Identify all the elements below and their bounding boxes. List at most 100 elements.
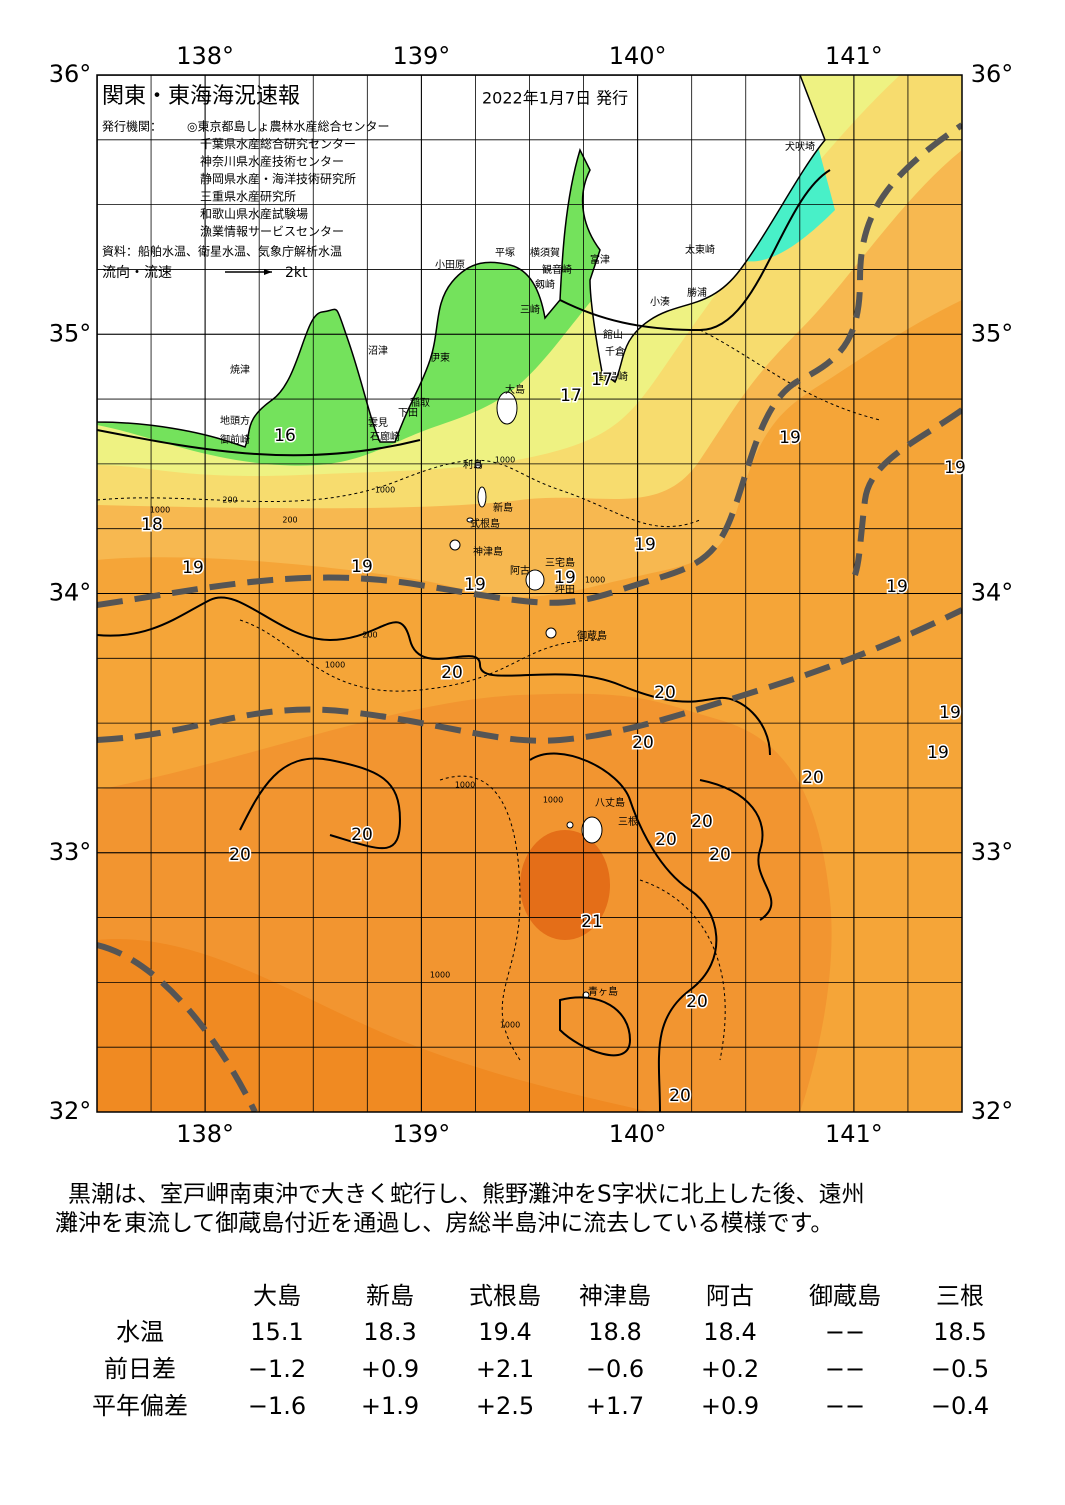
table-cell: +0.9 <box>701 1392 759 1420</box>
isotherm-label: 19 <box>886 577 908 597</box>
lat-tick-label: 32° <box>49 1097 92 1125</box>
place-name: 稲取 <box>410 397 430 409</box>
table-cell: 18.5 <box>933 1318 986 1346</box>
depth-label: 1000 <box>150 506 170 515</box>
depth-label: 200 <box>282 516 297 525</box>
isotherm-label: 20 <box>229 845 251 865</box>
sea-warmest <box>520 830 610 940</box>
legend-label: 流向・流速 <box>102 265 172 281</box>
depth-label: 1000 <box>375 486 395 495</box>
place-name: 阿古 <box>510 564 530 577</box>
islands <box>449 391 603 999</box>
lon-tick-label: 139° <box>392 42 450 70</box>
place-name: 伊東 <box>430 351 450 364</box>
place-name: 観音崎 <box>542 263 572 276</box>
issuer: ◎東京都島しょ農林水産総合センター <box>187 119 389 134</box>
lon-tick-label: 141° <box>825 42 883 70</box>
issuer: 三重県水産研究所 <box>200 189 296 204</box>
lon-tick-label: 138° <box>176 1120 234 1148</box>
isotherm-label: 19 <box>634 535 656 555</box>
lat-tick-label: 36° <box>49 60 92 88</box>
issuer-label: 発行機関： <box>102 119 162 134</box>
table-cell: −0.5 <box>931 1355 989 1383</box>
table-cell: −− <box>825 1392 865 1420</box>
lat-tick-label: 36° <box>971 60 1014 88</box>
place-name: 三根 <box>618 815 638 828</box>
place-name: 御前崎 <box>220 433 250 446</box>
place-name: 剱崎 <box>535 278 555 291</box>
lat-tick-label: 35° <box>49 319 92 347</box>
isotherm-label: 20 <box>691 812 713 832</box>
place-name: 小田原 <box>435 259 465 271</box>
lon-tick-label: 138° <box>176 42 234 70</box>
summary-line: 灘沖を東流して御蔵島付近を通過し、房総半島沖に流去している模様です。 <box>55 1211 833 1237</box>
issuer: 神奈川県水産技術センター <box>200 154 344 169</box>
place-name: 三崎 <box>520 303 540 316</box>
table-cell: −1.2 <box>248 1355 306 1383</box>
lat-tick-label: 35° <box>971 319 1014 347</box>
lat-tick-label: 33° <box>49 838 92 866</box>
table-header: 三根 <box>936 1282 984 1310</box>
isotherm-label: 19 <box>182 558 204 578</box>
place-name: 下田 <box>398 408 418 419</box>
depth-label: 200 <box>222 496 237 505</box>
isotherm-label: 20 <box>669 1086 691 1106</box>
isotherm-label: 20 <box>441 663 463 683</box>
table-cell: 18.3 <box>363 1318 416 1346</box>
table-cell: +1.9 <box>361 1392 419 1420</box>
isotherm-label: 17 <box>560 386 582 406</box>
isotherm-label: 16 <box>274 426 296 446</box>
isotherm-label: 20 <box>632 733 654 753</box>
place-name: 石廊崎 <box>370 430 400 443</box>
isotherm-label: 20 <box>709 845 731 865</box>
place-name: 青ヶ島 <box>588 985 618 998</box>
depth-label: 1000 <box>325 661 345 670</box>
place-name: 沼津 <box>368 344 388 357</box>
place-name: 大島 <box>505 383 525 396</box>
place-name: 横須賀 <box>530 246 560 259</box>
table-cell: +0.2 <box>701 1355 759 1383</box>
table-cell: +0.9 <box>361 1355 419 1383</box>
place-name: 雲見 <box>368 417 388 429</box>
lon-tick-label: 139° <box>392 1120 450 1148</box>
place-name: 太東崎 <box>685 243 715 256</box>
map-frame <box>96 74 963 1113</box>
place-name: 焼津 <box>230 364 250 376</box>
depth-label: 1000 <box>585 576 605 585</box>
legend-arrow-head <box>264 269 272 275</box>
place-name: 館山 <box>603 328 623 341</box>
issuer: 漁業情報サービスセンター <box>200 225 344 239</box>
place-name: 小湊 <box>650 295 670 308</box>
issuer: 和歌山県水産試験場 <box>200 206 308 221</box>
table-cell: −− <box>825 1355 865 1383</box>
place-name: 神津島 <box>473 545 503 558</box>
map-title: 関東・東海海況速報 <box>102 84 300 109</box>
isotherm-label: 19 <box>927 743 949 763</box>
row-label: 水温 <box>116 1318 164 1346</box>
isotherm-label: 19 <box>554 568 576 588</box>
depth-label: 1000 <box>543 796 563 805</box>
issuer: 千葉県水産総合研究センター <box>200 136 356 151</box>
table-cell: +1.7 <box>586 1392 644 1420</box>
legend-scale: 2kt <box>285 265 308 281</box>
place-name: 利島 <box>463 458 483 471</box>
isotherm-label: 17 <box>591 370 613 390</box>
depth-label: 200 <box>362 631 377 640</box>
place-name: 地頭方 <box>220 414 250 427</box>
isotherm-label: 19 <box>464 575 486 595</box>
table-cell: 19.4 <box>478 1318 531 1346</box>
place-name: 式根島 <box>470 517 500 530</box>
isotherm-label: 20 <box>686 992 708 1012</box>
lat-tick-label: 33° <box>971 838 1014 866</box>
place-name: 野島崎 <box>598 370 628 383</box>
table-cell: 15.1 <box>250 1318 303 1346</box>
depth-label: 1000 <box>495 456 515 465</box>
place-name: 富津 <box>590 253 610 266</box>
place-name: 新島 <box>493 501 513 514</box>
isotherm-label: 19 <box>779 428 801 448</box>
isotherm-label: 19 <box>944 458 966 478</box>
isotherm-label: 20 <box>654 683 676 703</box>
kuroshio <box>97 122 962 1112</box>
place-name: 平塚 <box>495 247 515 259</box>
